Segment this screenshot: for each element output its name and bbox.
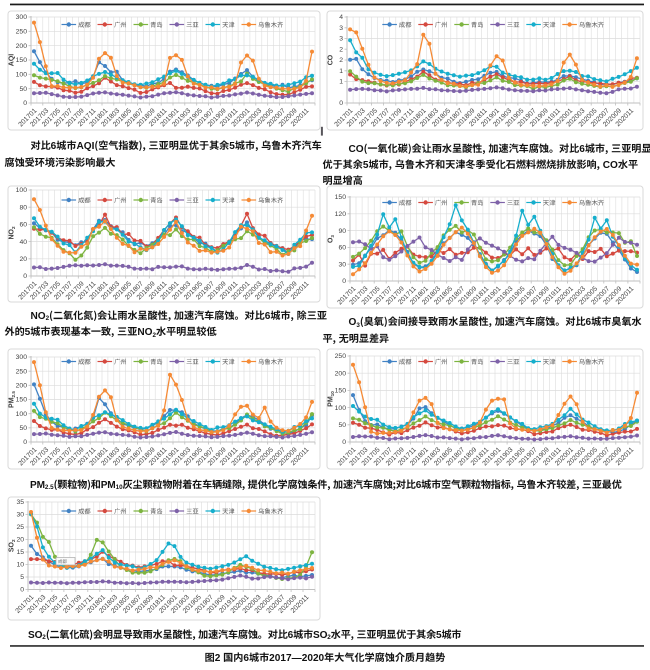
svg-text:成都: 成都 (399, 357, 412, 366)
svg-text:35: 35 (16, 499, 24, 506)
svg-text:三亚: 三亚 (186, 195, 199, 204)
svg-text:60: 60 (338, 245, 346, 252)
svg-text:0: 0 (23, 100, 27, 107)
svg-text:100: 100 (335, 405, 347, 412)
svg-text:80: 80 (19, 204, 27, 211)
svg-text:150: 150 (335, 388, 347, 395)
svg-text:乌鲁木齐: 乌鲁木齐 (579, 357, 605, 366)
svg-text:20: 20 (19, 256, 27, 263)
svg-text:300: 300 (16, 14, 28, 21)
svg-text:3: 3 (339, 36, 343, 43)
svg-text:AQI: AQI (9, 54, 16, 67)
svg-text:10: 10 (16, 562, 24, 569)
svg-text:PM10: PM10 (328, 391, 336, 407)
svg-text:60: 60 (19, 222, 27, 229)
svg-text:30: 30 (338, 261, 346, 268)
svg-text:广州: 广州 (114, 357, 127, 366)
svg-text:乌鲁木齐: 乌鲁木齐 (579, 198, 605, 207)
svg-text:0: 0 (339, 100, 343, 107)
svg-text:50: 50 (338, 422, 346, 429)
svg-text:三亚: 三亚 (186, 20, 199, 29)
svg-text:成都: 成都 (399, 198, 412, 207)
svg-text:广州: 广州 (435, 20, 448, 29)
svg-text:成都: 成都 (78, 506, 91, 515)
svg-text:40: 40 (19, 239, 27, 246)
svg-text:三亚: 三亚 (507, 198, 520, 207)
svg-text:青岛: 青岛 (471, 357, 484, 366)
svg-text:天津: 天津 (222, 20, 235, 29)
svg-text:250: 250 (16, 368, 28, 375)
svg-text:1: 1 (339, 79, 343, 86)
svg-text:成都: 成都 (78, 195, 91, 204)
svg-text:广州: 广州 (435, 198, 448, 207)
svg-text:广州: 广州 (114, 195, 127, 204)
svg-text:乌鲁木齐: 乌鲁木齐 (258, 20, 284, 29)
svg-text:成都: 成都 (58, 559, 67, 565)
svg-text:250: 250 (335, 353, 347, 360)
svg-text:90: 90 (338, 228, 346, 235)
svg-text:天津: 天津 (222, 506, 235, 515)
svg-text:1: 1 (339, 68, 343, 75)
svg-text:20: 20 (16, 537, 24, 544)
svg-text:100: 100 (16, 187, 28, 194)
svg-text:300: 300 (16, 354, 28, 361)
svg-text:三亚: 三亚 (507, 357, 520, 366)
svg-text:2: 2 (339, 47, 343, 54)
svg-text:乌鲁木齐: 乌鲁木齐 (579, 20, 605, 29)
svg-text:青岛: 青岛 (150, 506, 163, 515)
svg-text:120: 120 (335, 211, 347, 218)
svg-text:200: 200 (335, 370, 347, 377)
svg-text:2: 2 (339, 57, 343, 64)
svg-text:SO2: SO2 (9, 539, 17, 552)
svg-text:150: 150 (16, 397, 28, 404)
svg-text:250: 250 (16, 29, 28, 36)
svg-text:天津: 天津 (222, 195, 235, 204)
svg-text:三亚: 三亚 (507, 20, 520, 29)
svg-text:50: 50 (19, 86, 27, 93)
svg-text:50: 50 (19, 425, 27, 432)
svg-text:0: 0 (20, 587, 24, 594)
svg-text:O3: O3 (328, 235, 336, 243)
svg-text:广州: 广州 (435, 357, 448, 366)
svg-text:0: 0 (23, 439, 27, 446)
svg-text:青岛: 青岛 (471, 20, 484, 29)
svg-text:5: 5 (20, 574, 24, 581)
svg-text:天津: 天津 (543, 357, 556, 366)
svg-text:天津: 天津 (222, 357, 235, 366)
svg-text:25: 25 (16, 524, 24, 531)
svg-text:CO: CO (328, 54, 335, 65)
svg-text:青岛: 青岛 (471, 198, 484, 207)
svg-text:乌鲁木齐: 乌鲁木齐 (258, 506, 284, 515)
svg-text:PM2.5: PM2.5 (9, 391, 17, 408)
svg-text:青岛: 青岛 (150, 357, 163, 366)
svg-text:成都: 成都 (399, 20, 412, 29)
svg-text:青岛: 青岛 (150, 20, 163, 29)
svg-text:150: 150 (335, 194, 347, 201)
svg-text:100: 100 (16, 72, 28, 79)
svg-text:150: 150 (16, 57, 28, 64)
svg-text:成都: 成都 (78, 357, 91, 366)
svg-text:天津: 天津 (543, 20, 556, 29)
svg-text:广州: 广州 (114, 506, 127, 515)
svg-text:0: 0 (342, 278, 346, 285)
svg-text:成都: 成都 (78, 20, 91, 29)
svg-text:4: 4 (339, 14, 343, 21)
svg-text:三亚: 三亚 (186, 506, 199, 515)
svg-text:200: 200 (16, 383, 28, 390)
svg-text:青岛: 青岛 (150, 195, 163, 204)
svg-text:乌鲁木齐: 乌鲁木齐 (258, 195, 284, 204)
svg-text:天津: 天津 (543, 198, 556, 207)
svg-text:0: 0 (23, 273, 27, 280)
svg-text:3: 3 (339, 25, 343, 32)
svg-text:三亚: 三亚 (186, 357, 199, 366)
svg-text:100: 100 (16, 411, 28, 418)
svg-text:乌鲁木齐: 乌鲁木齐 (258, 357, 284, 366)
svg-text:200: 200 (16, 43, 28, 50)
svg-text:0: 0 (342, 439, 346, 446)
svg-text:广州: 广州 (114, 20, 127, 29)
svg-text:NO2: NO2 (9, 226, 17, 240)
svg-text:15: 15 (16, 549, 24, 556)
svg-text:30: 30 (16, 512, 24, 519)
